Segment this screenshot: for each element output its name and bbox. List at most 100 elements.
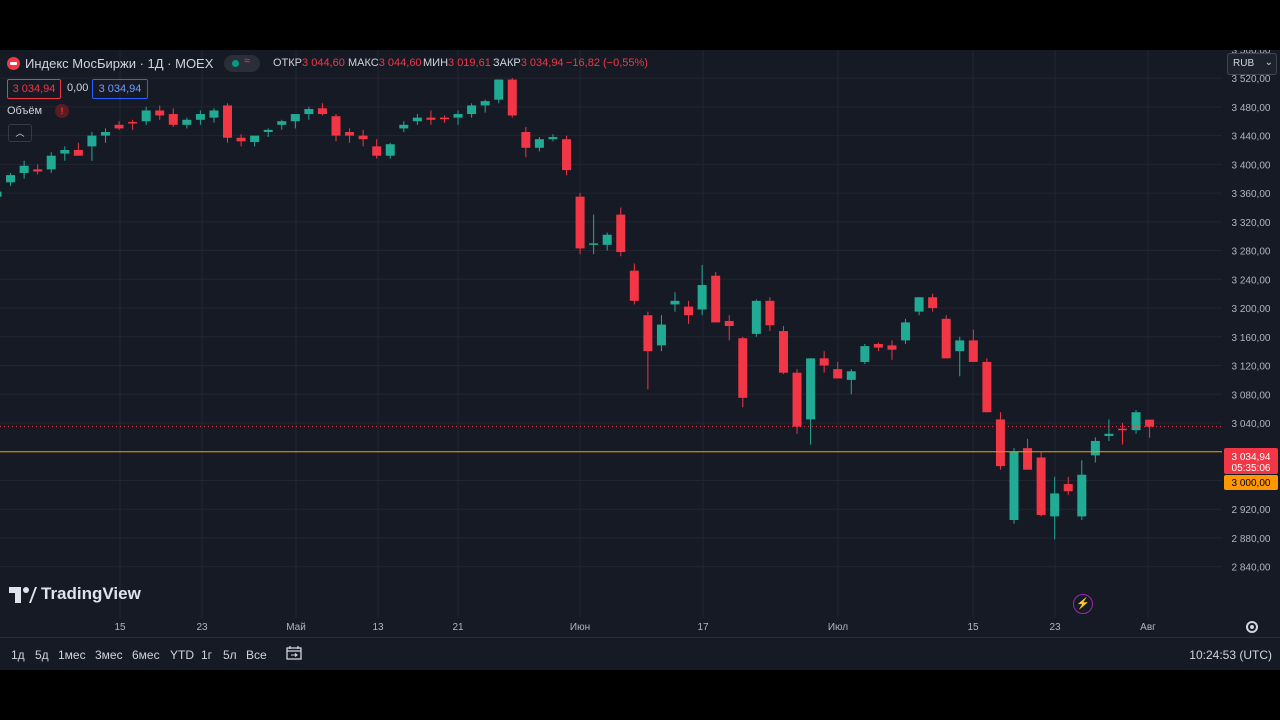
candle[interactable]	[372, 139, 382, 159]
candle[interactable]	[494, 79, 504, 104]
candle[interactable]	[263, 128, 273, 138]
candle[interactable]	[873, 342, 883, 352]
candle[interactable]	[1063, 476, 1073, 495]
candle[interactable]	[616, 207, 626, 257]
range-5y-button[interactable]: 5л	[223, 648, 237, 662]
candle[interactable]	[331, 114, 341, 142]
candle[interactable]	[724, 315, 734, 341]
candle[interactable]	[1050, 476, 1060, 540]
candle[interactable]	[439, 115, 449, 123]
candle[interactable]	[901, 318, 911, 344]
candle[interactable]	[412, 114, 422, 125]
candle[interactable]	[982, 358, 992, 413]
candle[interactable]	[236, 134, 246, 147]
candle[interactable]	[1077, 460, 1087, 520]
candle[interactable]	[589, 214, 599, 255]
range-5d-button[interactable]: 5д	[35, 648, 49, 662]
candle[interactable]	[968, 329, 978, 362]
candle[interactable]	[955, 336, 965, 377]
candle[interactable]	[60, 146, 70, 161]
candle[interactable]	[914, 297, 924, 316]
gear-icon[interactable]	[1246, 621, 1258, 633]
candle[interactable]	[778, 326, 788, 375]
candle[interactable]	[33, 164, 43, 175]
volume-indicator-label[interactable]: Объём	[7, 105, 43, 117]
candle[interactable]	[941, 315, 951, 359]
candle[interactable]	[128, 119, 138, 130]
candle[interactable]	[168, 108, 178, 127]
candle[interactable]	[100, 128, 110, 143]
candle[interactable]	[534, 137, 544, 152]
candle[interactable]	[1090, 437, 1100, 463]
candle[interactable]	[562, 135, 572, 176]
lightning-icon[interactable]: ⚡	[1073, 594, 1093, 614]
candle[interactable]	[575, 193, 585, 255]
range-3m-button[interactable]: 3мес	[95, 648, 123, 662]
candle[interactable]	[223, 103, 233, 143]
alert-price-tag[interactable]	[1224, 475, 1278, 490]
candle[interactable]	[1023, 438, 1033, 470]
candle[interactable]	[195, 110, 205, 125]
currency-select[interactable]: RUB ⌄	[1227, 53, 1277, 75]
candle[interactable]	[928, 293, 938, 312]
range-ytd-button[interactable]: YTD	[170, 648, 194, 662]
candle[interactable]	[317, 103, 327, 116]
candle[interactable]	[114, 121, 124, 130]
candle[interactable]	[548, 134, 558, 142]
candle[interactable]	[860, 343, 870, 365]
candle[interactable]	[670, 292, 680, 312]
candle[interactable]	[1145, 419, 1155, 438]
price-axis[interactable]: 3 560,003 520,003 480,003 440,003 400,00…	[1222, 50, 1280, 618]
candle[interactable]	[738, 336, 748, 408]
utc-clock[interactable]: 10:24:53 (UTC)	[1189, 648, 1272, 662]
date-range-icon[interactable]	[286, 646, 302, 660]
candle[interactable]	[209, 108, 219, 123]
range-1y-button[interactable]: 1г	[201, 648, 213, 662]
candle[interactable]	[684, 300, 694, 324]
symbol-title[interactable]: Индекс МосБиржи · 1Д · MOEX	[25, 56, 214, 71]
candle[interactable]	[887, 340, 897, 360]
candle[interactable]	[1131, 410, 1141, 434]
candle[interactable]	[819, 351, 829, 373]
range-6m-button[interactable]: 6мес	[132, 648, 160, 662]
candle[interactable]	[141, 106, 151, 125]
candle[interactable]	[182, 117, 192, 129]
candle[interactable]	[751, 299, 761, 337]
candle[interactable]	[1036, 451, 1046, 517]
candle[interactable]	[73, 142, 83, 156]
candle[interactable]	[792, 369, 802, 434]
candle[interactable]	[385, 142, 395, 159]
collapse-indicators-button[interactable]: ︿	[8, 124, 32, 142]
range-all-button[interactable]: Все	[246, 648, 267, 662]
range-1d-button[interactable]: 1д	[11, 648, 25, 662]
candle[interactable]	[846, 369, 856, 395]
candle[interactable]	[1009, 448, 1019, 524]
warning-icon[interactable]: !	[55, 104, 69, 118]
candle[interactable]	[426, 110, 436, 125]
candle[interactable]	[0, 189, 2, 203]
candle[interactable]	[995, 412, 1005, 470]
tradingview-brand[interactable]: TradingView	[41, 584, 141, 603]
candle[interactable]	[697, 264, 707, 316]
candle[interactable]	[629, 263, 639, 305]
range-1m-button[interactable]: 1мес	[58, 648, 86, 662]
candle[interactable]	[277, 119, 287, 130]
candle[interactable]	[656, 315, 666, 352]
candle[interactable]	[345, 128, 355, 143]
candle[interactable]	[711, 272, 721, 323]
candle[interactable]	[358, 129, 368, 147]
candle[interactable]	[290, 114, 300, 129]
candle[interactable]	[87, 132, 97, 161]
candle[interactable]	[507, 78, 517, 118]
buy-price-button[interactable]: 3 034,94	[92, 79, 148, 99]
candle[interactable]	[1104, 419, 1114, 441]
candle[interactable]	[46, 152, 56, 173]
candle[interactable]	[250, 135, 260, 147]
market-status-pill[interactable]: ≈	[224, 55, 260, 72]
candle[interactable]	[6, 172, 16, 186]
candle[interactable]	[467, 103, 477, 118]
candlestick-chart[interactable]	[0, 50, 1222, 618]
candle[interactable]	[521, 126, 531, 158]
candle[interactable]	[155, 105, 165, 120]
candle[interactable]	[602, 232, 612, 251]
